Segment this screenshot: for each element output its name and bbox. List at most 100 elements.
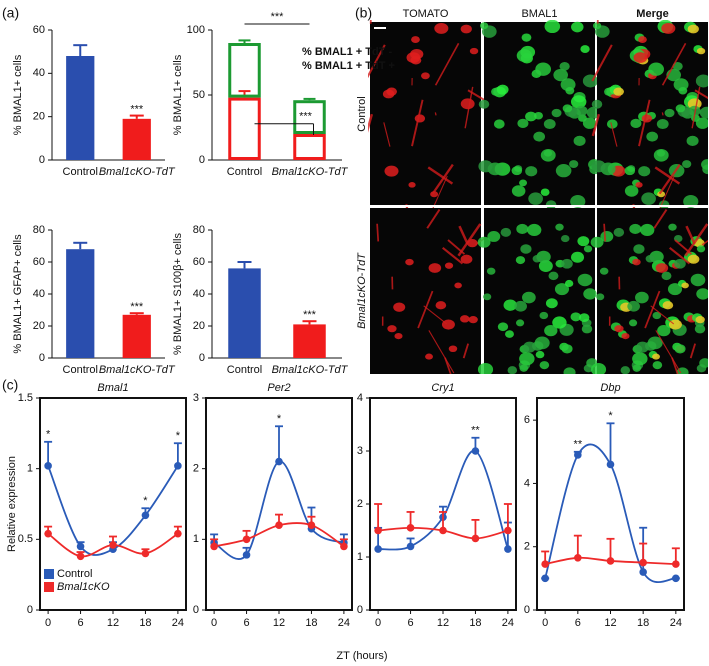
- y-tick-label: 60: [33, 24, 45, 36]
- nucleus: [555, 223, 564, 231]
- process: [669, 247, 691, 265]
- y-tick-label: 4: [524, 477, 530, 489]
- point: [44, 529, 52, 538]
- nucleus: [500, 227, 512, 237]
- nucleus: [592, 22, 602, 30]
- nucleus: [515, 319, 525, 327]
- chart-title: Dbp: [600, 382, 620, 394]
- nucleus: [515, 256, 526, 265]
- y-tick-label: 2: [524, 541, 530, 553]
- nucleus: [582, 117, 597, 129]
- chart-title: Cry1: [431, 382, 454, 394]
- bar: [122, 314, 151, 358]
- y-axis-label: Relative expression: [6, 456, 18, 552]
- nucleus: [527, 223, 542, 237]
- nucleus: [539, 361, 550, 370]
- process: [383, 122, 391, 147]
- nucleus: [561, 258, 573, 269]
- nucleus: [554, 283, 570, 296]
- nucleus: [519, 352, 535, 366]
- soma: [632, 258, 641, 266]
- nucleus: [682, 160, 692, 168]
- soma: [638, 36, 647, 43]
- process: [644, 290, 661, 329]
- process: [442, 247, 464, 265]
- x-tick-label: 24: [670, 617, 682, 629]
- nucleus: [657, 324, 671, 337]
- soma: [681, 282, 689, 289]
- nucleus: [477, 236, 491, 248]
- process: [376, 223, 380, 242]
- nucleus: [496, 84, 509, 95]
- nucleus: [540, 148, 556, 162]
- x-tick-label: 0: [542, 617, 548, 629]
- y-tick-label: 20: [33, 111, 45, 123]
- significance: *: [608, 410, 613, 422]
- y-tick-label: 3: [357, 445, 363, 457]
- nucleus: [517, 118, 529, 129]
- nucleus: [493, 119, 505, 129]
- nucleus: [570, 95, 587, 109]
- x-tick-label: 6: [77, 617, 83, 629]
- nucleus: [483, 293, 492, 301]
- nucleus: [638, 166, 651, 177]
- x-tick-label: 12: [107, 617, 119, 629]
- fit-line: [378, 450, 509, 551]
- nucleus: [699, 106, 708, 119]
- soma: [384, 165, 399, 177]
- nucleus: [569, 160, 579, 168]
- point: [340, 542, 348, 551]
- y-tick-label: 1: [357, 551, 363, 563]
- soma: [454, 282, 462, 289]
- process: [417, 290, 434, 329]
- nucleus: [583, 245, 593, 253]
- nucleus: [559, 61, 570, 71]
- cells: [478, 20, 601, 210]
- nucleus: [699, 358, 708, 368]
- y-tick-label: 40: [33, 288, 45, 300]
- nucleus: [676, 367, 689, 374]
- process: [691, 86, 701, 129]
- soma: [460, 315, 470, 323]
- nucleus: [528, 192, 543, 205]
- cells: [591, 20, 708, 249]
- nucleus: [477, 363, 494, 374]
- nucleus: [635, 291, 649, 304]
- nucleus: [636, 341, 649, 353]
- soma: [633, 52, 648, 63]
- process: [684, 223, 708, 257]
- x-tick-label: Control: [63, 364, 98, 376]
- x-tick-label: 18: [139, 617, 151, 629]
- soma: [411, 36, 420, 43]
- nucleus: [591, 160, 606, 173]
- point: [406, 542, 415, 551]
- point: [242, 535, 251, 544]
- nucleus: [641, 192, 656, 205]
- soma: [444, 262, 454, 269]
- nucleus: [533, 131, 546, 142]
- nucleus: [646, 131, 659, 142]
- nucleus: [596, 293, 605, 301]
- nucleus: [656, 119, 669, 130]
- y-tick-label: 50: [193, 89, 205, 101]
- significance: ***: [130, 301, 144, 313]
- cells: [477, 223, 598, 374]
- x-tick-label: 24: [338, 617, 350, 629]
- bar-segment: [293, 100, 326, 134]
- soma: [652, 353, 660, 360]
- nucleus: [580, 45, 590, 54]
- process: [603, 223, 607, 242]
- nucleus: [535, 62, 552, 76]
- point: [406, 524, 415, 532]
- cells: [368, 20, 489, 249]
- nucleus: [570, 312, 582, 322]
- nucleus: [570, 195, 586, 208]
- bar-segment: [293, 134, 326, 160]
- point: [471, 534, 480, 543]
- nucleus: [520, 244, 532, 254]
- nucleus: [539, 311, 549, 320]
- point: [275, 457, 283, 466]
- soma: [387, 325, 397, 333]
- y-tick-label: 3: [193, 392, 199, 404]
- point: [574, 451, 582, 459]
